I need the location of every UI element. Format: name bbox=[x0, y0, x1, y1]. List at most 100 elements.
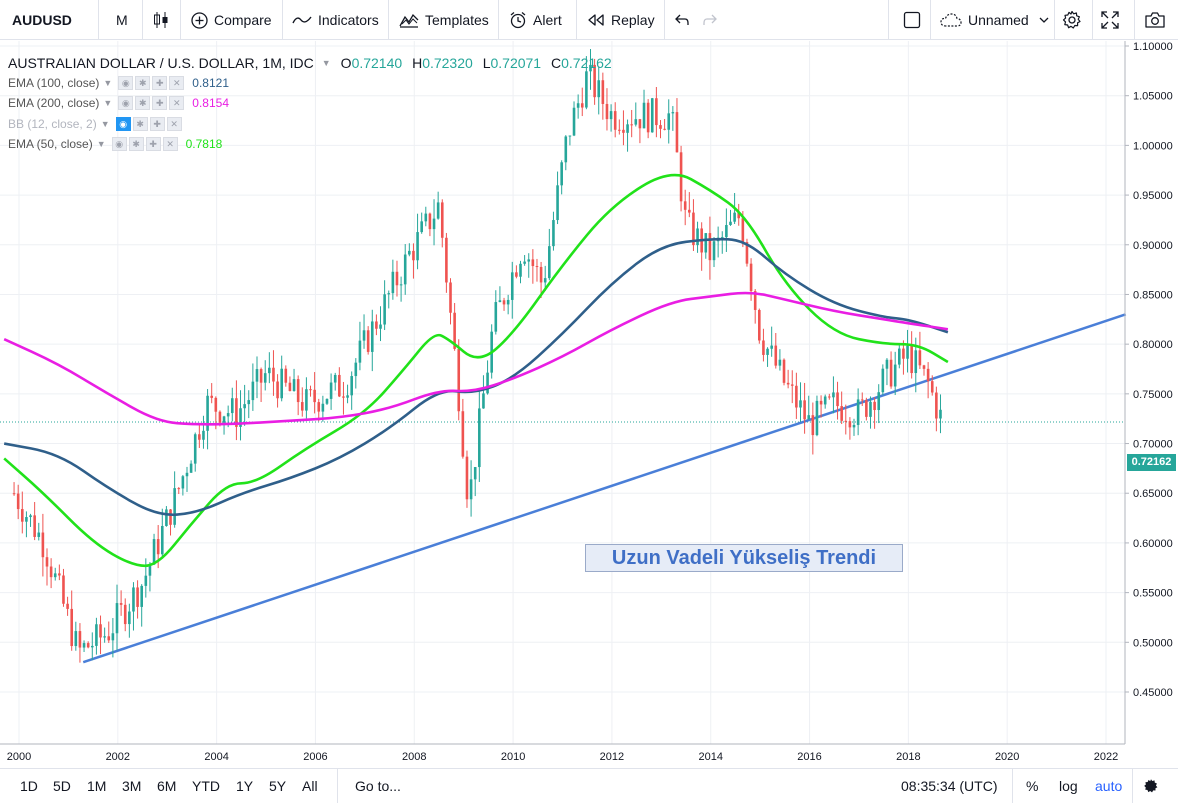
candle-body bbox=[300, 402, 304, 411]
range-1d[interactable]: 1D bbox=[20, 778, 38, 794]
gear-icon[interactable]: ✱ bbox=[132, 117, 148, 131]
templates-button[interactable]: Templates bbox=[399, 0, 489, 40]
candle-body bbox=[90, 645, 94, 648]
candle-body bbox=[12, 493, 16, 495]
settings-button[interactable] bbox=[1062, 0, 1082, 40]
utc-clock[interactable]: 08:35:34 (UTC) bbox=[901, 778, 998, 794]
percent-scale-button[interactable]: % bbox=[1026, 778, 1039, 794]
range-1m[interactable]: 1M bbox=[87, 778, 107, 794]
candle-body bbox=[601, 80, 605, 104]
candle-body bbox=[774, 345, 778, 366]
price-chart[interactable]: 1.10000 1.05000 1.00000 0.95000 0.90000 0.850… bbox=[0, 41, 1178, 768]
close-icon[interactable]: ✕ bbox=[169, 96, 185, 110]
candle-body bbox=[408, 250, 411, 255]
gear-icon bbox=[1062, 10, 1081, 29]
snapshot-button[interactable] bbox=[1144, 0, 1166, 40]
close-icon[interactable]: ✕ bbox=[166, 117, 182, 131]
eye-icon[interactable]: ◉ bbox=[118, 96, 134, 110]
candle-body bbox=[692, 212, 695, 246]
chart-style-button[interactable] bbox=[153, 0, 169, 40]
range-all[interactable]: All bbox=[302, 778, 318, 794]
alert-button[interactable]: Alert bbox=[509, 0, 562, 40]
indicator-name: EMA (200, close) bbox=[8, 96, 100, 110]
toolbar-divider bbox=[180, 0, 181, 40]
indicator-name: BB (12, close, 2) bbox=[8, 117, 97, 131]
eye-hidden-icon[interactable]: ◉ bbox=[115, 117, 131, 131]
candle-body bbox=[506, 299, 510, 305]
close-icon[interactable]: ✕ bbox=[169, 76, 185, 90]
legend-main-row[interactable]: AUSTRALIAN DOLLAR / U.S. DOLLAR, 1M, IDC… bbox=[8, 54, 612, 72]
range-6m[interactable]: 6M bbox=[157, 778, 177, 794]
chart-pane[interactable]: 1.10000 1.05000 1.00000 0.95000 0.90000 0.850… bbox=[0, 41, 1178, 768]
caret-down-icon: ▼ bbox=[103, 78, 113, 88]
replay-button[interactable]: Replay bbox=[587, 0, 655, 40]
indicators-button[interactable]: Indicators bbox=[292, 0, 379, 40]
candle-body bbox=[539, 266, 543, 283]
range-3m[interactable]: 3M bbox=[122, 778, 142, 794]
eye-icon[interactable]: ◉ bbox=[118, 76, 134, 90]
candle-body bbox=[58, 573, 61, 576]
eye-icon[interactable]: ◉ bbox=[111, 137, 127, 151]
rewind-icon bbox=[588, 14, 604, 26]
candle-body bbox=[828, 396, 831, 398]
candle-body bbox=[370, 321, 374, 352]
top-toolbar: AUDUSD M Compare Indicators Templates Al… bbox=[0, 0, 1178, 40]
indicator-row-ema-50[interactable]: EMA (50, close) ▼ ◉ ✱ ✚ ✕ 0.7818 bbox=[8, 136, 222, 152]
candle-body bbox=[189, 463, 193, 473]
symbol-search[interactable]: AUDUSD bbox=[12, 12, 72, 28]
gear-icon[interactable]: ✱ bbox=[135, 76, 151, 90]
range-5d[interactable]: 5D bbox=[53, 778, 71, 794]
candle-body bbox=[799, 400, 802, 408]
undo-button[interactable] bbox=[674, 0, 690, 40]
candle-body bbox=[560, 162, 563, 186]
candle-body bbox=[605, 103, 609, 120]
indicator-row-bb[interactable]: BB (12, close, 2) ▼ ◉ ✱ ✚ ✕ bbox=[8, 116, 184, 132]
alert-label: Alert bbox=[533, 12, 562, 28]
toolbar-divider bbox=[1054, 0, 1055, 40]
close-icon[interactable]: ✕ bbox=[162, 137, 178, 151]
candle-body bbox=[132, 587, 135, 612]
candle-body bbox=[593, 64, 596, 98]
gear-icon bbox=[1144, 779, 1158, 793]
candle-body bbox=[543, 278, 547, 283]
plus-icon[interactable]: ✚ bbox=[145, 137, 161, 151]
plus-icon[interactable]: ✚ bbox=[152, 96, 168, 110]
interval-button[interactable]: M bbox=[116, 12, 128, 28]
caret-down-icon: ▼ bbox=[103, 98, 113, 108]
indicator-name: EMA (100, close) bbox=[8, 76, 100, 90]
auto-scale-button[interactable]: auto bbox=[1095, 778, 1123, 794]
y-tick-label: 1.05000 bbox=[1133, 91, 1173, 103]
candle-body bbox=[523, 261, 526, 264]
candle-body bbox=[107, 636, 111, 641]
fullscreen-button[interactable] bbox=[1101, 0, 1119, 40]
gear-icon[interactable]: ✱ bbox=[128, 137, 144, 151]
candle-body bbox=[667, 113, 671, 130]
candle-body bbox=[630, 124, 633, 126]
candle-body bbox=[881, 368, 885, 393]
plus-icon[interactable]: ✚ bbox=[152, 76, 168, 90]
layout-save-button[interactable]: Unnamed bbox=[940, 0, 1049, 40]
candle-body bbox=[482, 393, 485, 409]
scale-settings-button[interactable] bbox=[1143, 769, 1159, 803]
toolbar-divider bbox=[282, 0, 283, 40]
range-5y[interactable]: 5Y bbox=[269, 778, 287, 794]
toolbar-divider bbox=[388, 0, 389, 40]
candle-body bbox=[226, 413, 230, 417]
fullscreen-layout-button[interactable] bbox=[903, 0, 921, 40]
candle-body bbox=[193, 434, 197, 464]
trend-annotation[interactable]: Uzun Vadeli Yükseliş Trendi bbox=[585, 544, 903, 572]
indicator-row-ema-100[interactable]: EMA (100, close) ▼ ◉ ✱ ✚ ✕ 0.8121 bbox=[8, 75, 229, 91]
range-1y[interactable]: 1Y bbox=[236, 778, 254, 794]
compare-button[interactable]: Compare bbox=[191, 0, 272, 40]
indicator-row-ema-200[interactable]: EMA (200, close) ▼ ◉ ✱ ✚ ✕ 0.8154 bbox=[8, 95, 229, 111]
gear-icon[interactable]: ✱ bbox=[135, 96, 151, 110]
candle-body bbox=[922, 365, 926, 369]
plus-icon[interactable]: ✚ bbox=[149, 117, 165, 131]
range-ytd[interactable]: YTD bbox=[192, 778, 220, 794]
toolbar-divider bbox=[98, 0, 99, 40]
candle-body bbox=[70, 608, 74, 647]
candle-body bbox=[646, 102, 650, 133]
log-scale-button[interactable]: log bbox=[1059, 778, 1078, 794]
redo-button[interactable] bbox=[702, 0, 718, 40]
goto-button[interactable]: Go to... bbox=[355, 778, 401, 794]
